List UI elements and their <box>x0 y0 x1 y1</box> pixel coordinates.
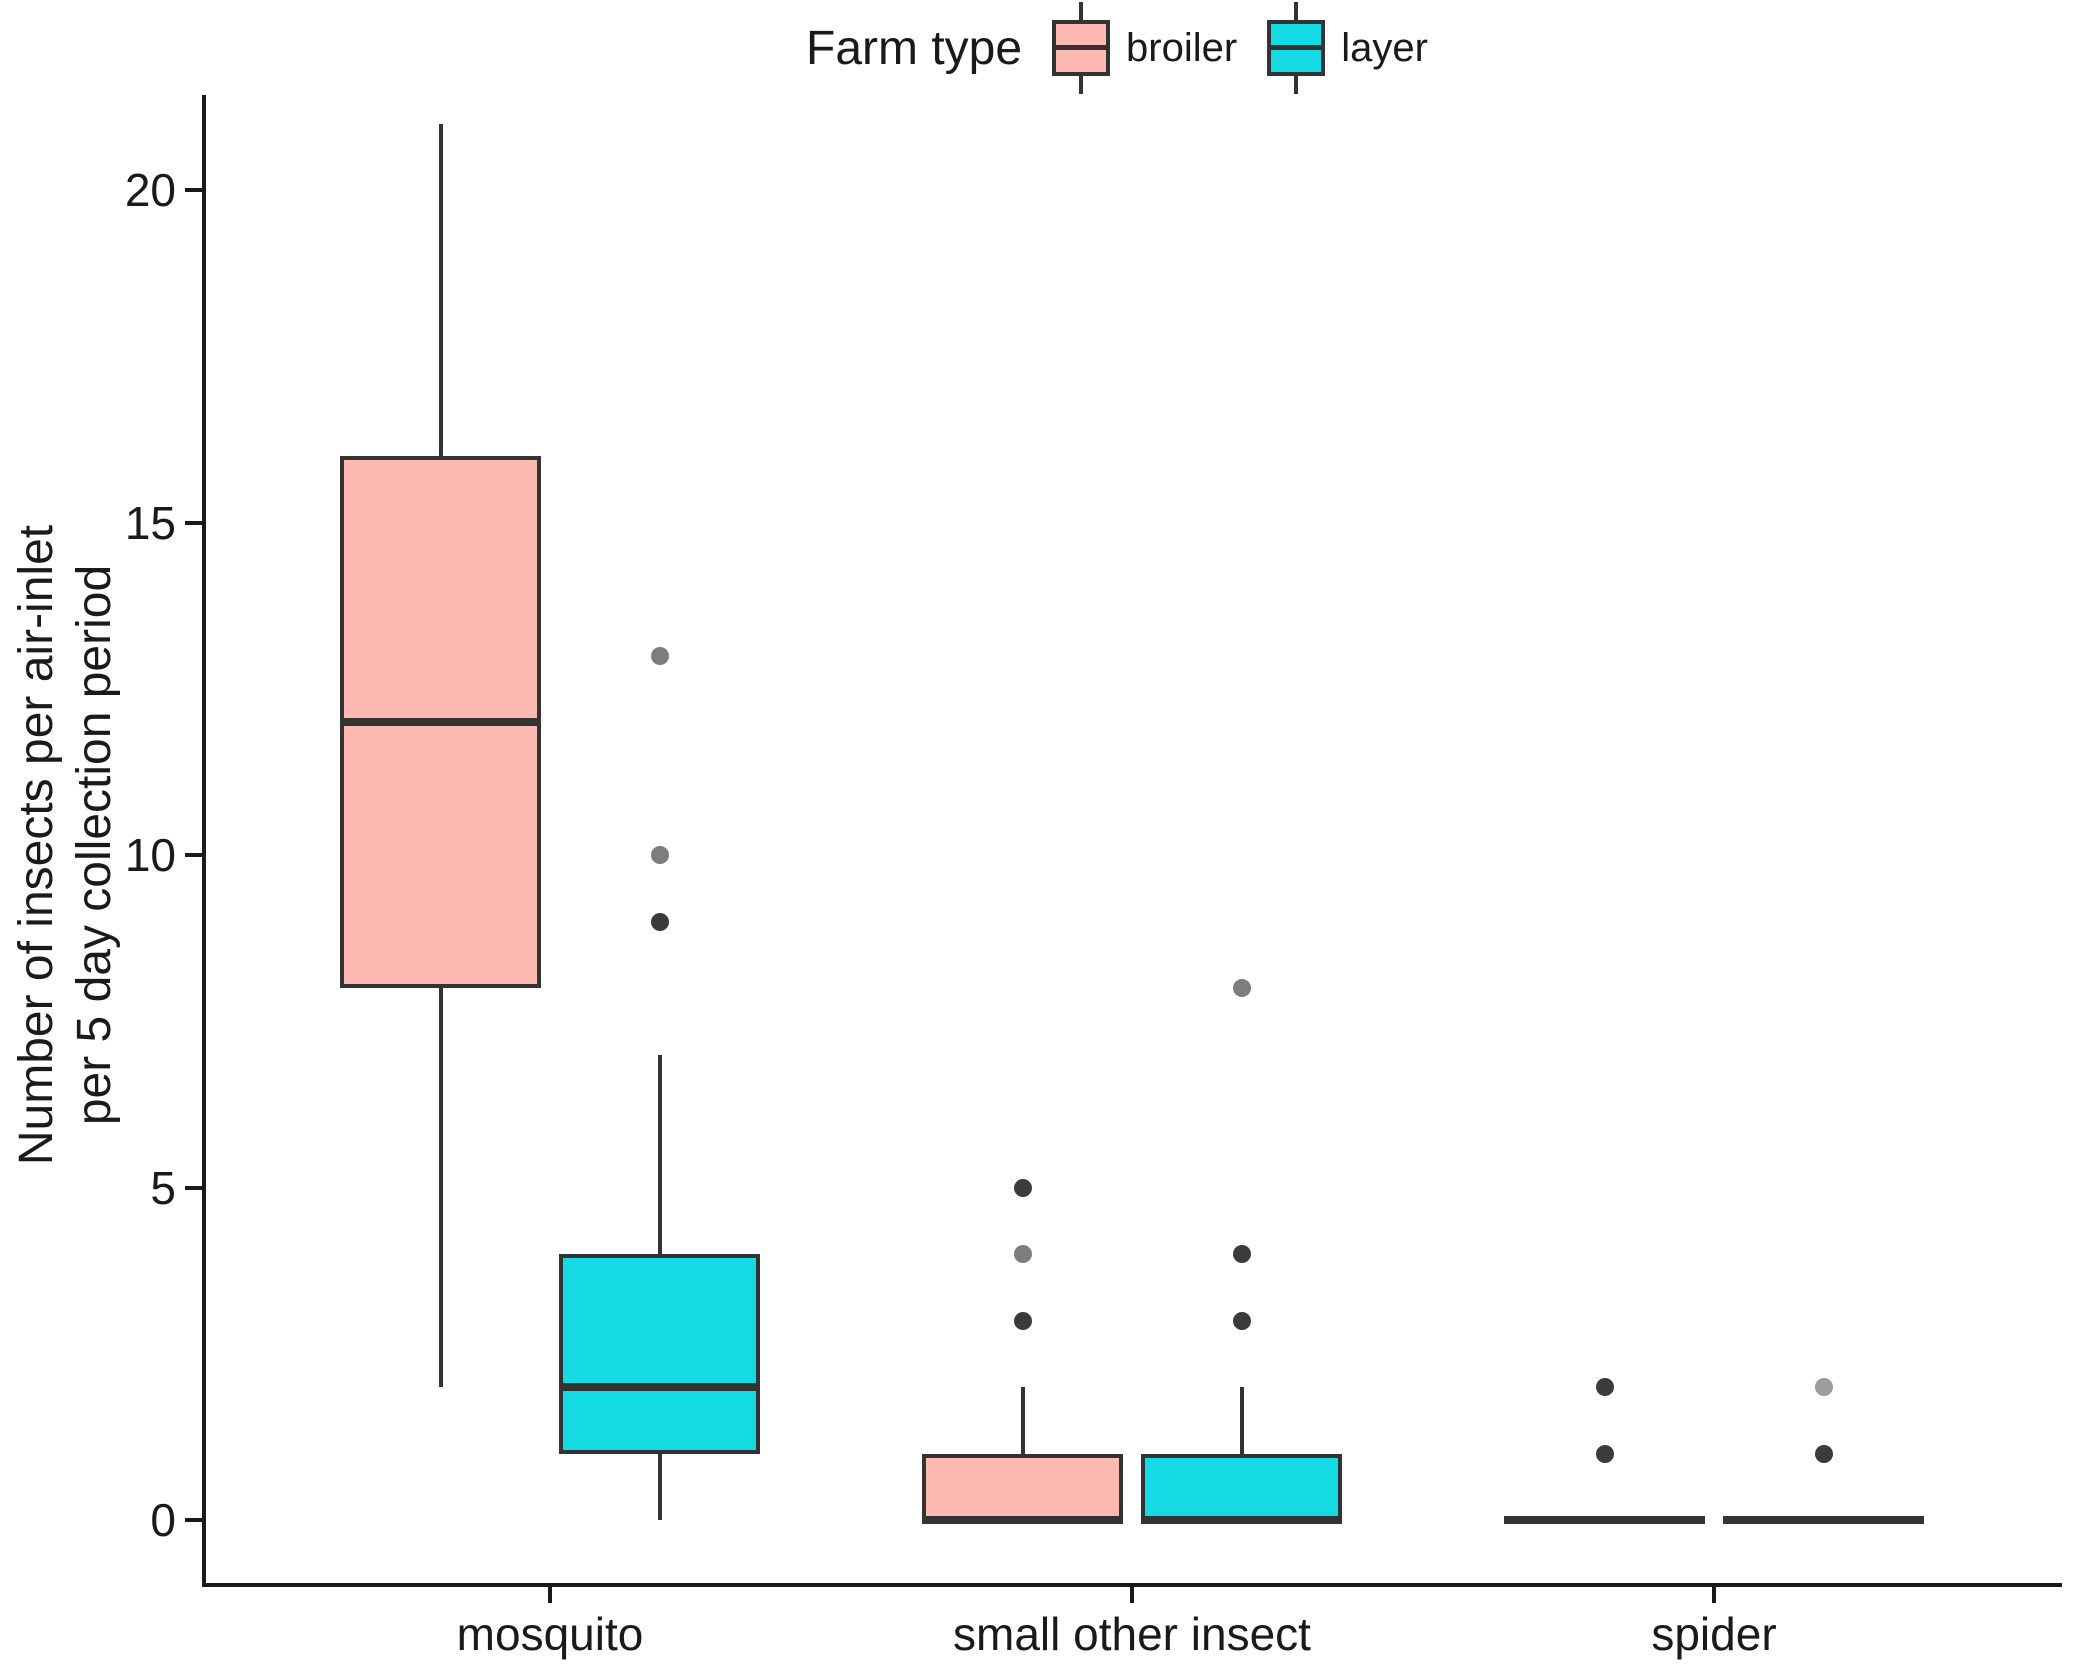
legend-entry-broiler: broiler <box>1052 2 1237 94</box>
key-median <box>1267 45 1326 50</box>
x-category-label: small other insect <box>953 1608 1311 1660</box>
outlier-dot <box>1595 1378 1614 1396</box>
y-tick-label: 5 <box>150 1161 176 1214</box>
boxplot-whisker-lower <box>657 1453 662 1520</box>
outlier-dot <box>1232 1311 1251 1330</box>
key-median <box>1052 45 1111 50</box>
legend-entry-layer: layer <box>1267 2 1428 94</box>
legend-label-broiler: broiler <box>1126 25 1238 70</box>
y-tick <box>185 520 203 525</box>
boxplot-box <box>1141 1453 1342 1520</box>
x-axis-line <box>202 1583 2062 1587</box>
boxplot-median <box>559 1383 760 1391</box>
boxplot-box <box>559 1254 760 1454</box>
boxplot-whisker-lower <box>438 988 443 1387</box>
outlier-dot <box>650 846 669 864</box>
outlier-dot <box>1814 1444 1833 1463</box>
boxplot-whisker-upper <box>438 123 443 456</box>
outlier-dot <box>1595 1444 1614 1463</box>
y-tick-label: 15 <box>124 496 176 549</box>
y-tick <box>185 853 203 857</box>
x-tick <box>548 1587 552 1603</box>
boxplot-whisker-upper <box>1239 1387 1244 1454</box>
boxplot-median <box>1723 1516 1924 1524</box>
x-tick <box>1712 1587 1716 1603</box>
legend: Farm type broiler layer <box>806 0 1428 96</box>
x-category-label: mosquito <box>456 1608 644 1660</box>
boxplot-median <box>1141 1516 1342 1524</box>
boxplot-whisker-upper <box>657 1054 662 1254</box>
boxplot-key-icon-layer <box>1267 2 1326 94</box>
boxplot-whisker-upper <box>1020 1387 1025 1454</box>
outlier-dot <box>1232 1245 1251 1263</box>
outlier-dot <box>1013 1178 1032 1197</box>
y-tick-label: 0 <box>150 1494 176 1546</box>
boxplot-median <box>1504 1516 1705 1524</box>
outlier-dot <box>1814 1378 1833 1396</box>
boxplot-box <box>922 1453 1123 1520</box>
outlier-dot <box>650 912 669 931</box>
outlier-dot <box>650 646 669 665</box>
legend-label-layer: layer <box>1341 25 1428 70</box>
y-axis-line <box>202 95 206 1587</box>
y-tick-label: 10 <box>124 829 176 881</box>
y-tick <box>185 1185 203 1190</box>
outlier-dot <box>1013 1311 1032 1330</box>
x-category-label: spider <box>1651 1608 1777 1660</box>
y-tick <box>185 1518 203 1522</box>
x-tick <box>1130 1587 1134 1603</box>
outlier-dot <box>1232 979 1251 997</box>
boxplot-median <box>922 1516 1123 1524</box>
y-tick-label: 20 <box>124 164 176 216</box>
outlier-dot <box>1013 1245 1032 1263</box>
boxplot-key-icon-broiler <box>1052 2 1111 94</box>
y-tick <box>185 188 203 192</box>
boxplot-median <box>340 718 541 726</box>
legend-title: Farm type <box>806 21 1023 75</box>
y-axis-title-line1: Number of insects per air-inlet <box>10 524 63 1166</box>
